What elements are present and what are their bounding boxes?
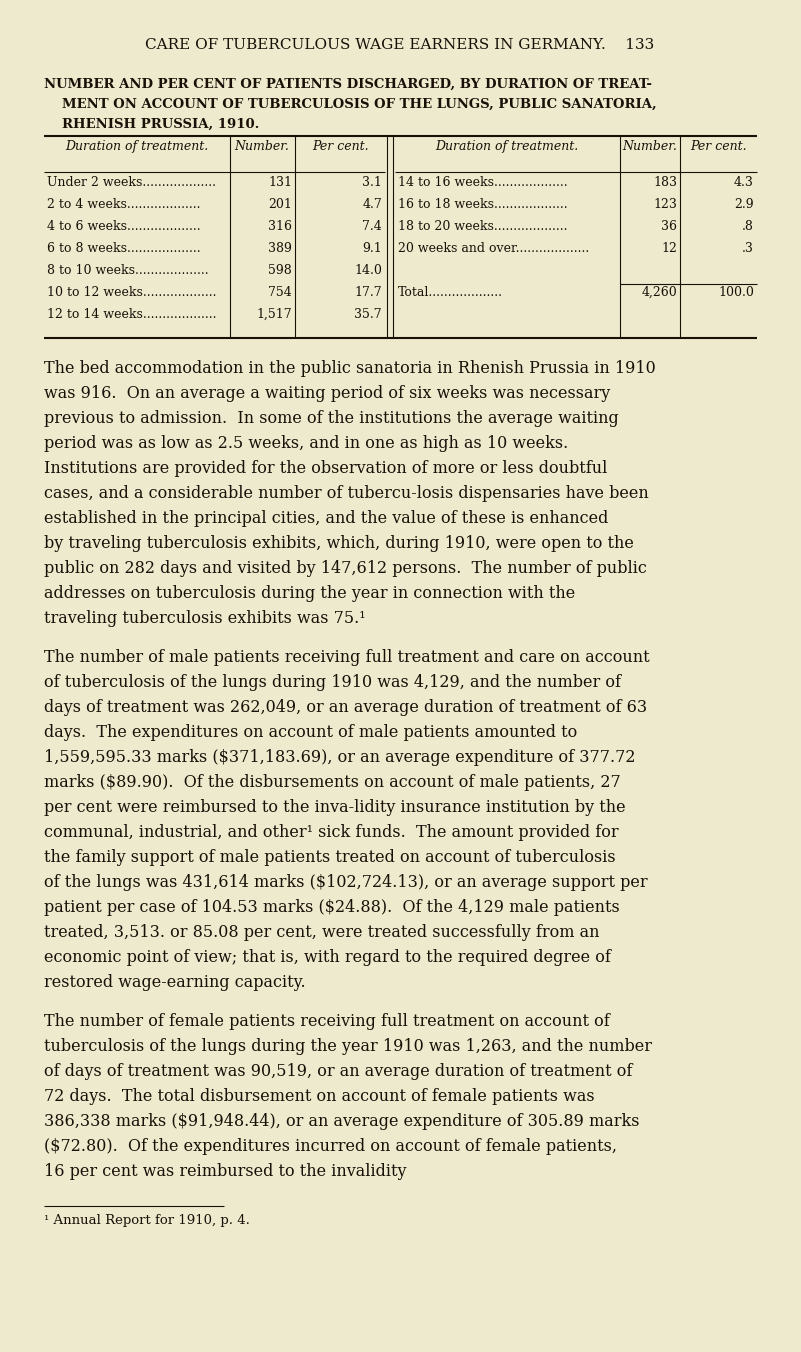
- Text: Per cent.: Per cent.: [690, 141, 747, 153]
- Text: 1,559,595.33 marks ($371,183.69), or an average expenditure of 377.72: 1,559,595.33 marks ($371,183.69), or an …: [44, 749, 635, 767]
- Text: 8 to 10 weeks...................: 8 to 10 weeks...................: [47, 264, 208, 277]
- Text: Total...................: Total...................: [398, 287, 503, 299]
- Text: was 916.  On an average a waiting period of six weeks was necessary: was 916. On an average a waiting period …: [44, 385, 610, 402]
- Text: 7.4: 7.4: [362, 220, 382, 233]
- Text: 123: 123: [653, 197, 677, 211]
- Text: previous to admission.  In some of the institutions the average waiting: previous to admission. In some of the in…: [44, 410, 618, 427]
- Text: 1,517: 1,517: [256, 308, 292, 320]
- Text: 20 weeks and over...................: 20 weeks and over...................: [398, 242, 590, 256]
- Text: Duration of treatment.: Duration of treatment.: [66, 141, 208, 153]
- Text: .8: .8: [742, 220, 754, 233]
- Text: established in the principal cities, and the value of these is enhanced: established in the principal cities, and…: [44, 510, 609, 527]
- Text: 4.7: 4.7: [362, 197, 382, 211]
- Text: of the lungs was 431,614 marks ($102,724.13), or an average support per: of the lungs was 431,614 marks ($102,724…: [44, 873, 648, 891]
- Text: NUMBER AND PER CENT OF PATIENTS DISCHARGED, BY DURATION OF TREAT-: NUMBER AND PER CENT OF PATIENTS DISCHARG…: [44, 78, 652, 91]
- Text: 183: 183: [653, 176, 677, 189]
- Text: 36: 36: [661, 220, 677, 233]
- Text: Per cent.: Per cent.: [312, 141, 368, 153]
- Text: of tuberculosis of the lungs during 1910 was 4,129, and the number of: of tuberculosis of the lungs during 1910…: [44, 675, 621, 691]
- Text: 18 to 20 weeks...................: 18 to 20 weeks...................: [398, 220, 567, 233]
- Text: CARE OF TUBERCULOUS WAGE EARNERS IN GERMANY.    133: CARE OF TUBERCULOUS WAGE EARNERS IN GERM…: [145, 38, 654, 51]
- Text: 16 per cent was reimbursed to the invalidity: 16 per cent was reimbursed to the invali…: [44, 1163, 406, 1180]
- Text: 16 to 18 weeks...................: 16 to 18 weeks...................: [398, 197, 568, 211]
- Text: The bed accommodation in the public sanatoria in Rhenish Prussia in 1910: The bed accommodation in the public sana…: [44, 360, 656, 377]
- Text: 598: 598: [268, 264, 292, 277]
- Text: 12 to 14 weeks...................: 12 to 14 weeks...................: [47, 308, 216, 320]
- Text: 2 to 4 weeks...................: 2 to 4 weeks...................: [47, 197, 200, 211]
- Text: 3.1: 3.1: [362, 176, 382, 189]
- Text: 201: 201: [268, 197, 292, 211]
- Text: 12: 12: [661, 242, 677, 256]
- Text: patient per case of 104.53 marks ($24.88).  Of the 4,129 male patients: patient per case of 104.53 marks ($24.88…: [44, 899, 620, 917]
- Text: 4 to 6 weeks...................: 4 to 6 weeks...................: [47, 220, 200, 233]
- Text: public on 282 days and visited by 147,612 persons.  The number of public: public on 282 days and visited by 147,61…: [44, 560, 647, 577]
- Text: period was as low as 2.5 weeks, and in one as high as 10 weeks.: period was as low as 2.5 weeks, and in o…: [44, 435, 574, 452]
- Text: 6 to 8 weeks...................: 6 to 8 weeks...................: [47, 242, 200, 256]
- Text: days.  The expenditures on account of male patients amounted to: days. The expenditures on account of mal…: [44, 725, 578, 741]
- Text: marks ($89.90).  Of the disbursements on account of male patients, 27: marks ($89.90). Of the disbursements on …: [44, 773, 621, 791]
- Text: .3: .3: [742, 242, 754, 256]
- Text: by traveling tuberculosis exhibits, which, during 1910, were open to the: by traveling tuberculosis exhibits, whic…: [44, 535, 634, 552]
- Text: 754: 754: [268, 287, 292, 299]
- Text: Institutions are provided for the observation of more or less doubtful: Institutions are provided for the observ…: [44, 460, 607, 477]
- Text: 4.3: 4.3: [735, 176, 754, 189]
- Text: 17.7: 17.7: [354, 287, 382, 299]
- Text: 389: 389: [268, 242, 292, 256]
- Text: days of treatment was 262,049, or an average duration of treatment of 63: days of treatment was 262,049, or an ave…: [44, 699, 647, 717]
- Text: MENT ON ACCOUNT OF TUBERCULOSIS OF THE LUNGS, PUBLIC SANATORIA,: MENT ON ACCOUNT OF TUBERCULOSIS OF THE L…: [62, 97, 657, 111]
- Text: Number.: Number.: [235, 141, 289, 153]
- Text: 14.0: 14.0: [354, 264, 382, 277]
- Text: 316: 316: [268, 220, 292, 233]
- Text: 2.9: 2.9: [735, 197, 754, 211]
- Text: traveling tuberculosis exhibits was 75.¹: traveling tuberculosis exhibits was 75.¹: [44, 610, 365, 627]
- Text: Under 2 weeks...................: Under 2 weeks...................: [47, 176, 216, 189]
- Text: Number.: Number.: [622, 141, 678, 153]
- Text: treated, 3,513. or 85.08 per cent, were treated successfully from an: treated, 3,513. or 85.08 per cent, were …: [44, 923, 599, 941]
- Text: per cent were reimbursed to the inva-lidity insurance institution by the: per cent were reimbursed to the inva-lid…: [44, 799, 626, 817]
- Text: ¹ Annual Report for 1910, p. 4.: ¹ Annual Report for 1910, p. 4.: [44, 1214, 250, 1228]
- Text: ($72.80).  Of the expenditures incurred on account of female patients,: ($72.80). Of the expenditures incurred o…: [44, 1138, 617, 1155]
- Text: of days of treatment was 90,519, or an average duration of treatment of: of days of treatment was 90,519, or an a…: [44, 1063, 632, 1080]
- Text: economic point of view; that is, with regard to the required degree of: economic point of view; that is, with re…: [44, 949, 611, 965]
- Text: 4,260: 4,260: [642, 287, 677, 299]
- Text: RHENISH PRUSSIA, 1910.: RHENISH PRUSSIA, 1910.: [62, 118, 260, 131]
- Text: restored wage-earning capacity.: restored wage-earning capacity.: [44, 973, 306, 991]
- Text: 131: 131: [268, 176, 292, 189]
- Text: 14 to 16 weeks...................: 14 to 16 weeks...................: [398, 176, 568, 189]
- Text: addresses on tuberculosis during the year in connection with the: addresses on tuberculosis during the yea…: [44, 585, 575, 602]
- Text: 10 to 12 weeks...................: 10 to 12 weeks...................: [47, 287, 216, 299]
- Text: 72 days.  The total disbursement on account of female patients was: 72 days. The total disbursement on accou…: [44, 1088, 594, 1105]
- Text: The number of male patients receiving full treatment and care on account: The number of male patients receiving fu…: [44, 649, 650, 667]
- Text: communal, industrial, and other¹ sick funds.  The amount provided for: communal, industrial, and other¹ sick fu…: [44, 823, 618, 841]
- Text: 386,338 marks ($91,948.44), or an average expenditure of 305.89 marks: 386,338 marks ($91,948.44), or an averag…: [44, 1113, 639, 1130]
- Text: 35.7: 35.7: [354, 308, 382, 320]
- Text: tuberculosis of the lungs during the year 1910 was 1,263, and the number: tuberculosis of the lungs during the yea…: [44, 1038, 652, 1055]
- Text: The number of female patients receiving full treatment on account of: The number of female patients receiving …: [44, 1013, 610, 1030]
- Text: the family support of male patients treated on account of tuberculosis: the family support of male patients trea…: [44, 849, 616, 867]
- Text: 100.0: 100.0: [718, 287, 754, 299]
- Text: cases, and a considerable number of tubercu-losis dispensaries have been: cases, and a considerable number of tube…: [44, 485, 649, 502]
- Text: Duration of treatment.: Duration of treatment.: [436, 141, 578, 153]
- Text: 9.1: 9.1: [362, 242, 382, 256]
